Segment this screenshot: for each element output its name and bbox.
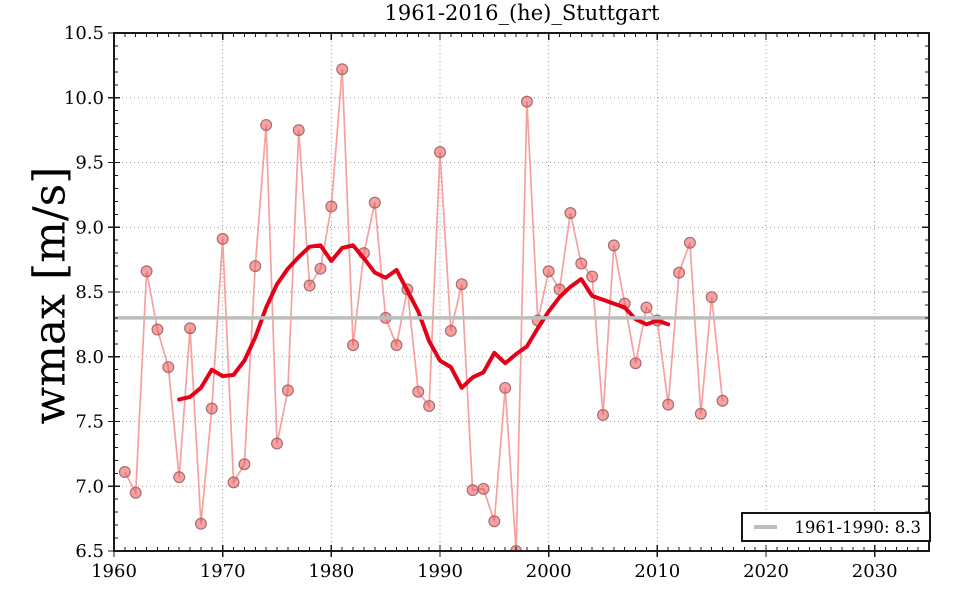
data-point [151, 323, 164, 336]
data-point [271, 437, 284, 450]
data-point [140, 265, 153, 278]
data-point [205, 402, 218, 415]
data-point [434, 146, 447, 159]
data-point [444, 324, 457, 337]
legend-line-swatch [754, 525, 777, 529]
data-layer [114, 63, 929, 551]
data-point [368, 196, 381, 209]
svg-text:2010: 2010 [634, 561, 680, 582]
data-point [607, 239, 620, 252]
data-point [564, 207, 577, 220]
data-point [303, 279, 316, 292]
data-point [162, 361, 175, 374]
data-point [499, 381, 512, 394]
data-point [575, 257, 588, 270]
svg-text:1970: 1970 [200, 561, 246, 582]
data-point [238, 458, 251, 471]
data-point [249, 260, 262, 273]
svg-text:2020: 2020 [743, 561, 789, 582]
data-point [390, 339, 403, 352]
svg-text:9.5: 9.5 [75, 153, 104, 174]
data-point [129, 486, 142, 499]
data-point [629, 357, 642, 370]
data-point [227, 476, 240, 489]
data-point [347, 339, 360, 352]
svg-text:6.5: 6.5 [75, 541, 104, 562]
data-point [455, 278, 468, 291]
data-point [596, 409, 609, 422]
y-tick-labels: 6.5 7.0 7.5 8.0 8.5 9.0 9.5 10.0 10.5 [64, 23, 104, 562]
svg-text:7.5: 7.5 [75, 412, 104, 433]
data-point [640, 301, 653, 314]
data-point [260, 118, 273, 131]
annual-series-markers [118, 63, 729, 551]
svg-text:1960: 1960 [91, 561, 137, 582]
x-tick-labels: 1960 1970 1980 1990 2000 2010 2020 2030 [91, 561, 897, 582]
data-point [466, 484, 479, 497]
svg-text:8.5: 8.5 [75, 282, 104, 303]
data-point [683, 236, 696, 249]
data-point [586, 270, 599, 283]
legend: 1961-1990: 8.3 [741, 512, 931, 542]
legend-label: 1961-1990: 8.3 [794, 517, 921, 537]
tick-marks [108, 32, 929, 557]
data-point [118, 466, 131, 479]
data-point [173, 471, 186, 484]
annual-series-line [124, 69, 724, 551]
svg-text:1990: 1990 [417, 561, 463, 582]
data-point [184, 322, 197, 335]
data-point [336, 63, 349, 76]
data-point [694, 407, 707, 420]
svg-text:8.0: 8.0 [75, 347, 104, 368]
data-point [216, 232, 229, 245]
svg-text:9.0: 9.0 [75, 217, 104, 238]
data-point [673, 266, 686, 279]
data-point [477, 482, 490, 495]
running-mean-line [177, 243, 671, 402]
data-point [194, 517, 207, 530]
data-point [520, 95, 533, 108]
data-point [325, 200, 338, 213]
data-point [281, 384, 294, 397]
data-point [716, 394, 729, 407]
svg-text:7.0: 7.0 [75, 476, 104, 497]
data-point [292, 124, 305, 137]
data-point [542, 265, 555, 278]
data-point [314, 262, 327, 275]
minor-tick-marks [114, 33, 929, 551]
svg-text:2030: 2030 [852, 561, 898, 582]
svg-text:1980: 1980 [308, 561, 354, 582]
data-point [705, 291, 718, 304]
data-point [662, 398, 675, 411]
data-point [423, 399, 436, 412]
svg-text:10.0: 10.0 [64, 88, 104, 109]
svg-text:10.5: 10.5 [64, 23, 104, 44]
data-point [412, 385, 425, 398]
data-point [488, 515, 501, 528]
chart-title: 1961-2016_(he)_Stuttgart [384, 1, 660, 25]
svg-text:2000: 2000 [526, 561, 572, 582]
